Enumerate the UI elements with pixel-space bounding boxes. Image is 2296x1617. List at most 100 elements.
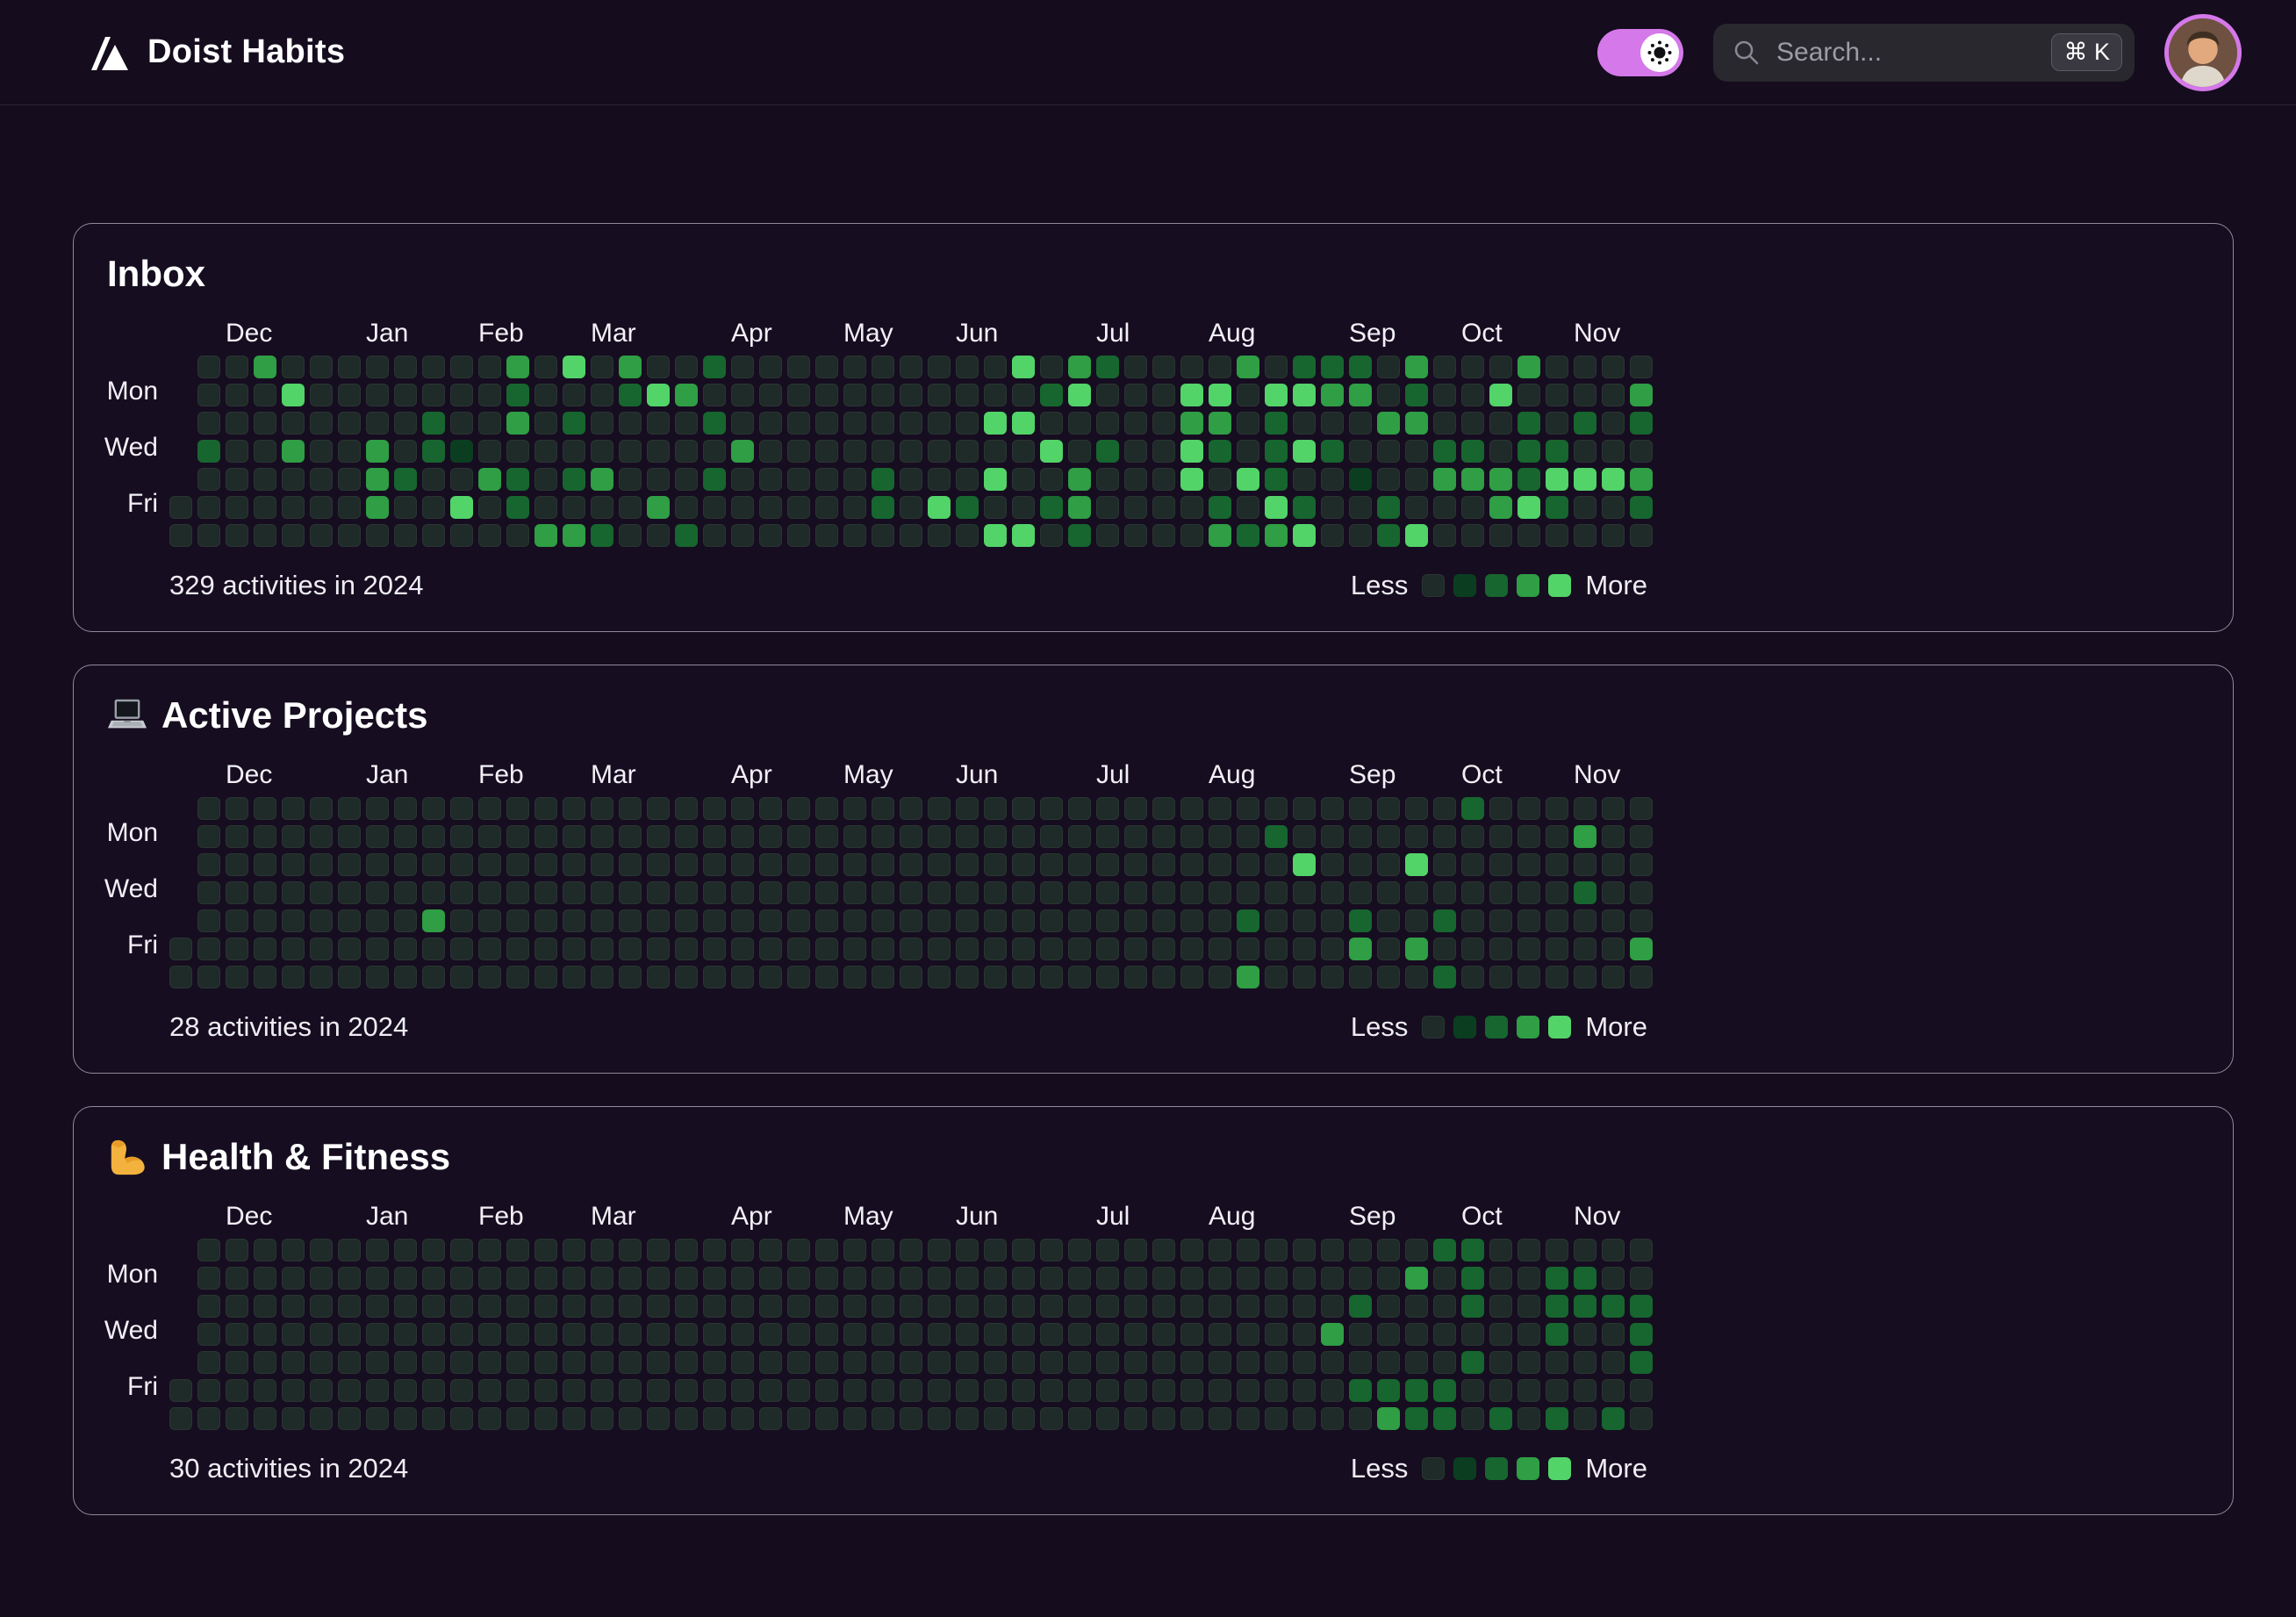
day-cell[interactable]	[310, 356, 333, 378]
day-cell[interactable]	[1068, 412, 1091, 435]
day-cell[interactable]	[956, 938, 979, 960]
day-cell[interactable]	[1518, 1239, 1540, 1261]
day-cell[interactable]	[366, 1379, 389, 1402]
day-cell[interactable]	[197, 1295, 220, 1318]
day-cell[interactable]	[956, 881, 979, 904]
day-cell[interactable]	[1012, 440, 1035, 463]
day-cell[interactable]	[1518, 853, 1540, 876]
day-cell[interactable]	[1433, 440, 1456, 463]
day-cell[interactable]	[1321, 440, 1344, 463]
day-cell[interactable]	[1321, 909, 1344, 932]
day-cell[interactable]	[197, 1407, 220, 1430]
day-cell[interactable]	[282, 797, 305, 820]
day-cell[interactable]	[1546, 909, 1568, 932]
day-cell[interactable]	[843, 1351, 866, 1374]
day-cell[interactable]	[591, 440, 613, 463]
day-cell[interactable]	[450, 1295, 473, 1318]
day-cell[interactable]	[703, 1295, 726, 1318]
day-cell[interactable]	[310, 797, 333, 820]
day-cell[interactable]	[1209, 1351, 1231, 1374]
day-cell[interactable]	[1321, 1351, 1344, 1374]
day-cell[interactable]	[1124, 440, 1147, 463]
day-cell[interactable]	[675, 1351, 698, 1374]
day-cell[interactable]	[815, 524, 838, 547]
day-cell[interactable]	[338, 825, 361, 848]
day-cell[interactable]	[787, 881, 810, 904]
day-cell[interactable]	[1574, 524, 1596, 547]
day-cell[interactable]	[1489, 524, 1512, 547]
day-cell[interactable]	[506, 468, 529, 491]
day-cell[interactable]	[984, 1323, 1007, 1346]
day-cell[interactable]	[169, 496, 192, 519]
day-cell[interactable]	[1265, 356, 1288, 378]
day-cell[interactable]	[647, 440, 670, 463]
day-cell[interactable]	[1405, 468, 1428, 491]
day-cell[interactable]	[787, 496, 810, 519]
day-cell[interactable]	[1574, 825, 1596, 848]
day-cell[interactable]	[1574, 853, 1596, 876]
day-cell[interactable]	[619, 468, 642, 491]
day-cell[interactable]	[338, 1267, 361, 1290]
day-cell[interactable]	[647, 384, 670, 406]
day-cell[interactable]	[1405, 1239, 1428, 1261]
day-cell[interactable]	[1124, 468, 1147, 491]
day-cell[interactable]	[1237, 966, 1259, 988]
day-cell[interactable]	[1321, 881, 1344, 904]
day-cell[interactable]	[759, 440, 782, 463]
day-cell[interactable]	[815, 440, 838, 463]
day-cell[interactable]	[1349, 938, 1372, 960]
day-cell[interactable]	[254, 496, 276, 519]
day-cell[interactable]	[984, 1295, 1007, 1318]
day-cell[interactable]	[1293, 881, 1316, 904]
day-cell[interactable]	[1209, 938, 1231, 960]
day-cell[interactable]	[984, 468, 1007, 491]
day-cell[interactable]	[647, 825, 670, 848]
day-cell[interactable]	[1040, 1407, 1063, 1430]
day-cell[interactable]	[1096, 496, 1119, 519]
day-cell[interactable]	[1237, 825, 1259, 848]
day-cell[interactable]	[1265, 496, 1288, 519]
day-cell[interactable]	[506, 1267, 529, 1290]
day-cell[interactable]	[900, 384, 922, 406]
day-cell[interactable]	[815, 1407, 838, 1430]
day-cell[interactable]	[535, 825, 557, 848]
day-cell[interactable]	[1209, 356, 1231, 378]
day-cell[interactable]	[226, 1323, 248, 1346]
day-cell[interactable]	[1433, 1295, 1456, 1318]
day-cell[interactable]	[1405, 1323, 1428, 1346]
day-cell[interactable]	[450, 1379, 473, 1402]
day-cell[interactable]	[1293, 1379, 1316, 1402]
day-cell[interactable]	[478, 468, 501, 491]
day-cell[interactable]	[1602, 1323, 1625, 1346]
day-cell[interactable]	[759, 881, 782, 904]
day-cell[interactable]	[1124, 966, 1147, 988]
day-cell[interactable]	[675, 412, 698, 435]
day-cell[interactable]	[591, 797, 613, 820]
day-cell[interactable]	[254, 1407, 276, 1430]
day-cell[interactable]	[366, 853, 389, 876]
day-cell[interactable]	[563, 356, 585, 378]
day-cell[interactable]	[731, 384, 754, 406]
day-cell[interactable]	[843, 1407, 866, 1430]
day-cell[interactable]	[506, 938, 529, 960]
day-cell[interactable]	[843, 1379, 866, 1402]
day-cell[interactable]	[1180, 1267, 1203, 1290]
day-cell[interactable]	[1518, 524, 1540, 547]
day-cell[interactable]	[928, 1379, 951, 1402]
day-cell[interactable]	[226, 496, 248, 519]
day-cell[interactable]	[1124, 1239, 1147, 1261]
day-cell[interactable]	[282, 1351, 305, 1374]
day-cell[interactable]	[366, 1323, 389, 1346]
day-cell[interactable]	[619, 1295, 642, 1318]
day-cell[interactable]	[759, 853, 782, 876]
day-cell[interactable]	[675, 909, 698, 932]
day-cell[interactable]	[338, 356, 361, 378]
day-cell[interactable]	[394, 966, 417, 988]
day-cell[interactable]	[1012, 356, 1035, 378]
day-cell[interactable]	[1574, 1379, 1596, 1402]
day-cell[interactable]	[338, 524, 361, 547]
day-cell[interactable]	[282, 1323, 305, 1346]
day-cell[interactable]	[1096, 1239, 1119, 1261]
day-cell[interactable]	[872, 938, 894, 960]
day-cell[interactable]	[1602, 1239, 1625, 1261]
